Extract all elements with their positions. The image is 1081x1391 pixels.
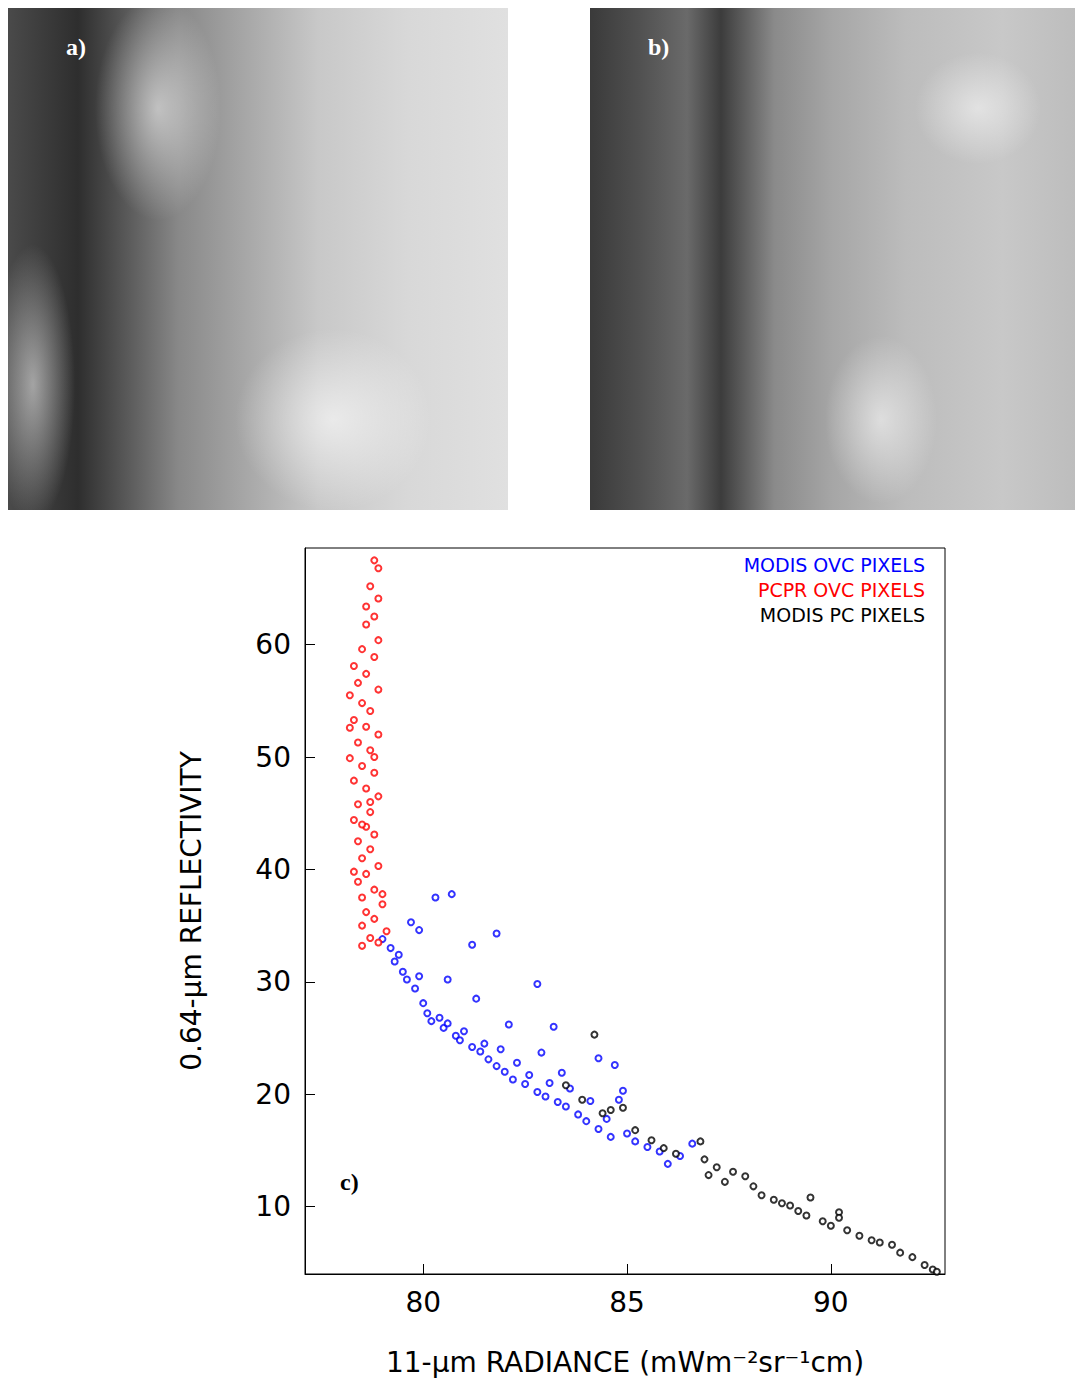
svg-text:30: 30 [255,965,291,998]
svg-text:50: 50 [255,741,291,774]
svg-text:PCPR OVC PIXELS: PCPR OVC PIXELS [758,579,925,601]
svg-text:MODIS OVC PIXELS: MODIS OVC PIXELS [744,554,925,576]
svg-text:11-μm RADIANCE (mWm⁻²sr⁻¹cm): 11-μm RADIANCE (mWm⁻²sr⁻¹cm) [386,1346,864,1379]
html-text:b): b) [648,34,670,60]
svg-text:MODIS PC PIXELS: MODIS PC PIXELS [760,604,925,626]
svg-text:90: 90 [813,1286,849,1319]
svg-text:40: 40 [255,853,291,886]
svg-text:60: 60 [255,628,291,661]
svg-text:c): c) [340,1169,359,1195]
svg-text:80: 80 [405,1286,441,1319]
html-text:a): a) [66,34,86,60]
svg-text:10: 10 [255,1190,291,1223]
svg-text:0.64-μm REFLECTIVITY: 0.64-μm REFLECTIVITY [175,750,208,1070]
svg-text:20: 20 [255,1078,291,1111]
svg-text:85: 85 [609,1286,645,1319]
